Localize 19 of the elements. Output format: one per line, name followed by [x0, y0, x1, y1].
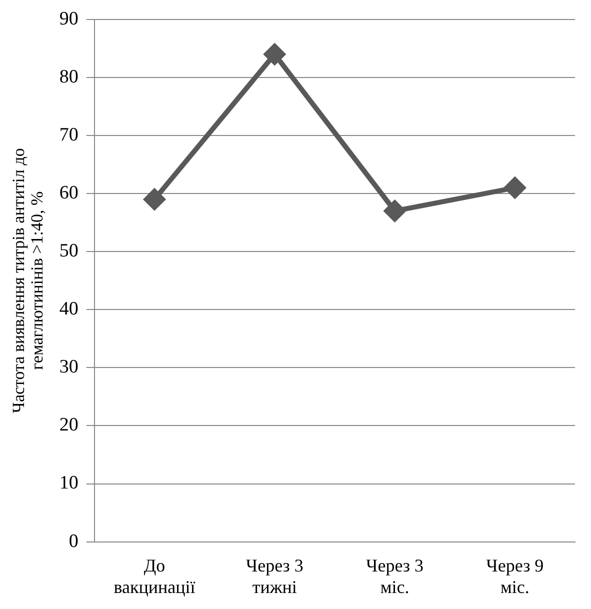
y-axis-title: Частота виявлення титрів антитіл до гемаглютинінів >1:40, %: [8, 148, 47, 414]
y-tick-label: 90: [59, 8, 78, 30]
point: [264, 44, 286, 65]
y-tick-label: 40: [59, 298, 78, 320]
x-tick-label: До вакцинації: [114, 555, 196, 597]
point: [384, 200, 406, 222]
point: [144, 188, 165, 210]
x-tick-label: Через 3 міс.: [366, 555, 424, 597]
y-tick-label: 70: [59, 124, 78, 146]
y-tick-label: 0: [68, 530, 78, 552]
y-tick-label: 50: [59, 240, 78, 262]
y-tick-label: 30: [59, 356, 78, 378]
y-tick-label: 80: [59, 66, 78, 88]
y-tick-label: 20: [59, 414, 78, 436]
x-tick-label: Через 3 тижні: [246, 555, 304, 597]
y-tick-label: 60: [59, 182, 78, 204]
x-tick-label: Через 9 міс.: [486, 555, 544, 597]
y-tick-label: 10: [59, 472, 78, 494]
point: [504, 177, 526, 198]
